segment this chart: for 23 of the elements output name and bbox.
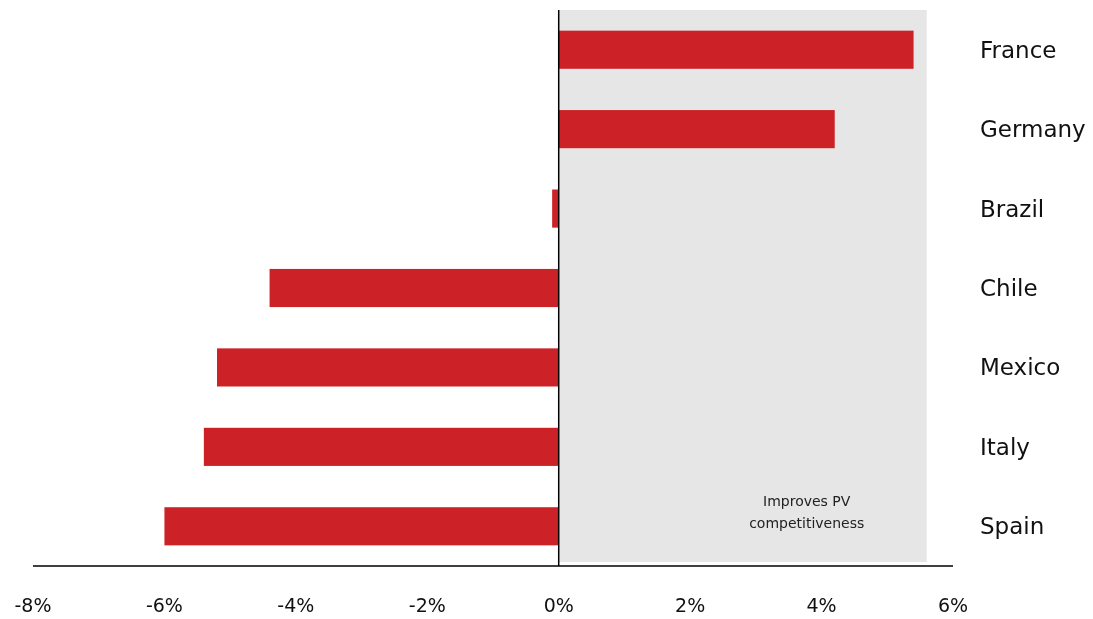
bar xyxy=(269,268,559,308)
y-tick-label: Germany xyxy=(980,116,1086,143)
bar xyxy=(164,507,559,546)
x-tick-label: 0% xyxy=(543,594,574,616)
x-tick-label: -6% xyxy=(145,594,183,616)
band-label: Improves PV competitiveness xyxy=(749,493,865,531)
x-tick-label: -8% xyxy=(14,594,52,616)
x-tick-label: 4% xyxy=(806,594,837,616)
y-tick-label: Italy xyxy=(980,433,1030,460)
x-tick-label: 6% xyxy=(937,594,969,616)
bar xyxy=(217,348,559,387)
bar xyxy=(552,189,559,228)
x-tick-label: 2% xyxy=(675,594,706,616)
x-tick-label: -2% xyxy=(408,594,446,616)
y-tick-label: Chile xyxy=(980,275,1038,301)
y-tick-label: Mexico xyxy=(980,354,1061,381)
bar xyxy=(558,110,835,149)
y-tick-label: Spain xyxy=(980,513,1045,540)
y-tick-label: Brazil xyxy=(980,195,1045,222)
x-tick-label: -4% xyxy=(277,594,315,616)
y-tick-label: France xyxy=(980,36,1057,63)
bar xyxy=(203,427,559,466)
bar xyxy=(558,30,914,69)
